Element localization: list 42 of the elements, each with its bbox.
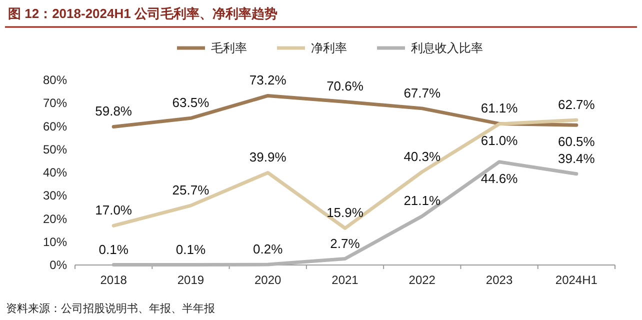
data-label: 61.0% [480, 132, 518, 148]
y-tick-label: 20% [42, 212, 68, 226]
data-label: 67.7% [404, 85, 442, 100]
data-label: 21.1% [404, 193, 442, 208]
data-label: 0.2% [253, 242, 284, 257]
data-label: 44.6% [480, 170, 518, 186]
data-label: 59.8% [95, 104, 132, 119]
x-tick-label: 2024H1 [555, 273, 598, 287]
x-tick-label: 2018 [100, 273, 128, 287]
y-tick-label: 30% [42, 188, 68, 203]
y-tick-label: 70% [42, 96, 68, 110]
data-label: 70.6% [326, 78, 364, 94]
y-tick-label: 10% [42, 234, 68, 249]
legend-label: 净利率 [311, 41, 347, 55]
x-tick-label: 2022 [408, 273, 436, 287]
legend-label: 毛利率 [211, 41, 247, 55]
data-label: 0.1% [98, 242, 129, 257]
data-label: 39.9% [249, 150, 287, 165]
x-tick-label: 2023 [486, 273, 513, 287]
x-tick-label: 2020 [254, 273, 282, 287]
y-tick-label: 50% [42, 142, 68, 156]
data-label: 15.9% [326, 205, 364, 220]
data-label: 40.3% [404, 148, 442, 164]
y-tick-label: 80% [42, 73, 68, 87]
x-tick-label: 2019 [177, 273, 204, 287]
data-label: 25.7% [172, 182, 210, 198]
data-label: 0.1% [176, 242, 206, 257]
text: 资料来源：公司招股说明书、年报、半年报 [6, 302, 215, 315]
x-tick-label: 2021 [332, 273, 359, 287]
data-label: 73.2% [249, 72, 287, 88]
chart-title: 图 12：2018-2024H1 公司毛利率、净利率趋势 [8, 6, 278, 21]
y-tick-label: 40% [42, 166, 68, 180]
data-label: 17.0% [95, 202, 132, 218]
y-tick-label: 60% [42, 119, 68, 134]
data-label: 61.1% [480, 100, 518, 116]
data-label: 2.7% [330, 236, 360, 251]
data-label: 63.5% [172, 95, 210, 110]
data-label: 60.5% [558, 134, 596, 150]
legend-label: 利息收入比率 [411, 41, 483, 55]
data-label: 62.7% [558, 97, 596, 112]
y-tick-label: 0% [50, 258, 68, 272]
data-label: 39.4% [558, 150, 596, 166]
